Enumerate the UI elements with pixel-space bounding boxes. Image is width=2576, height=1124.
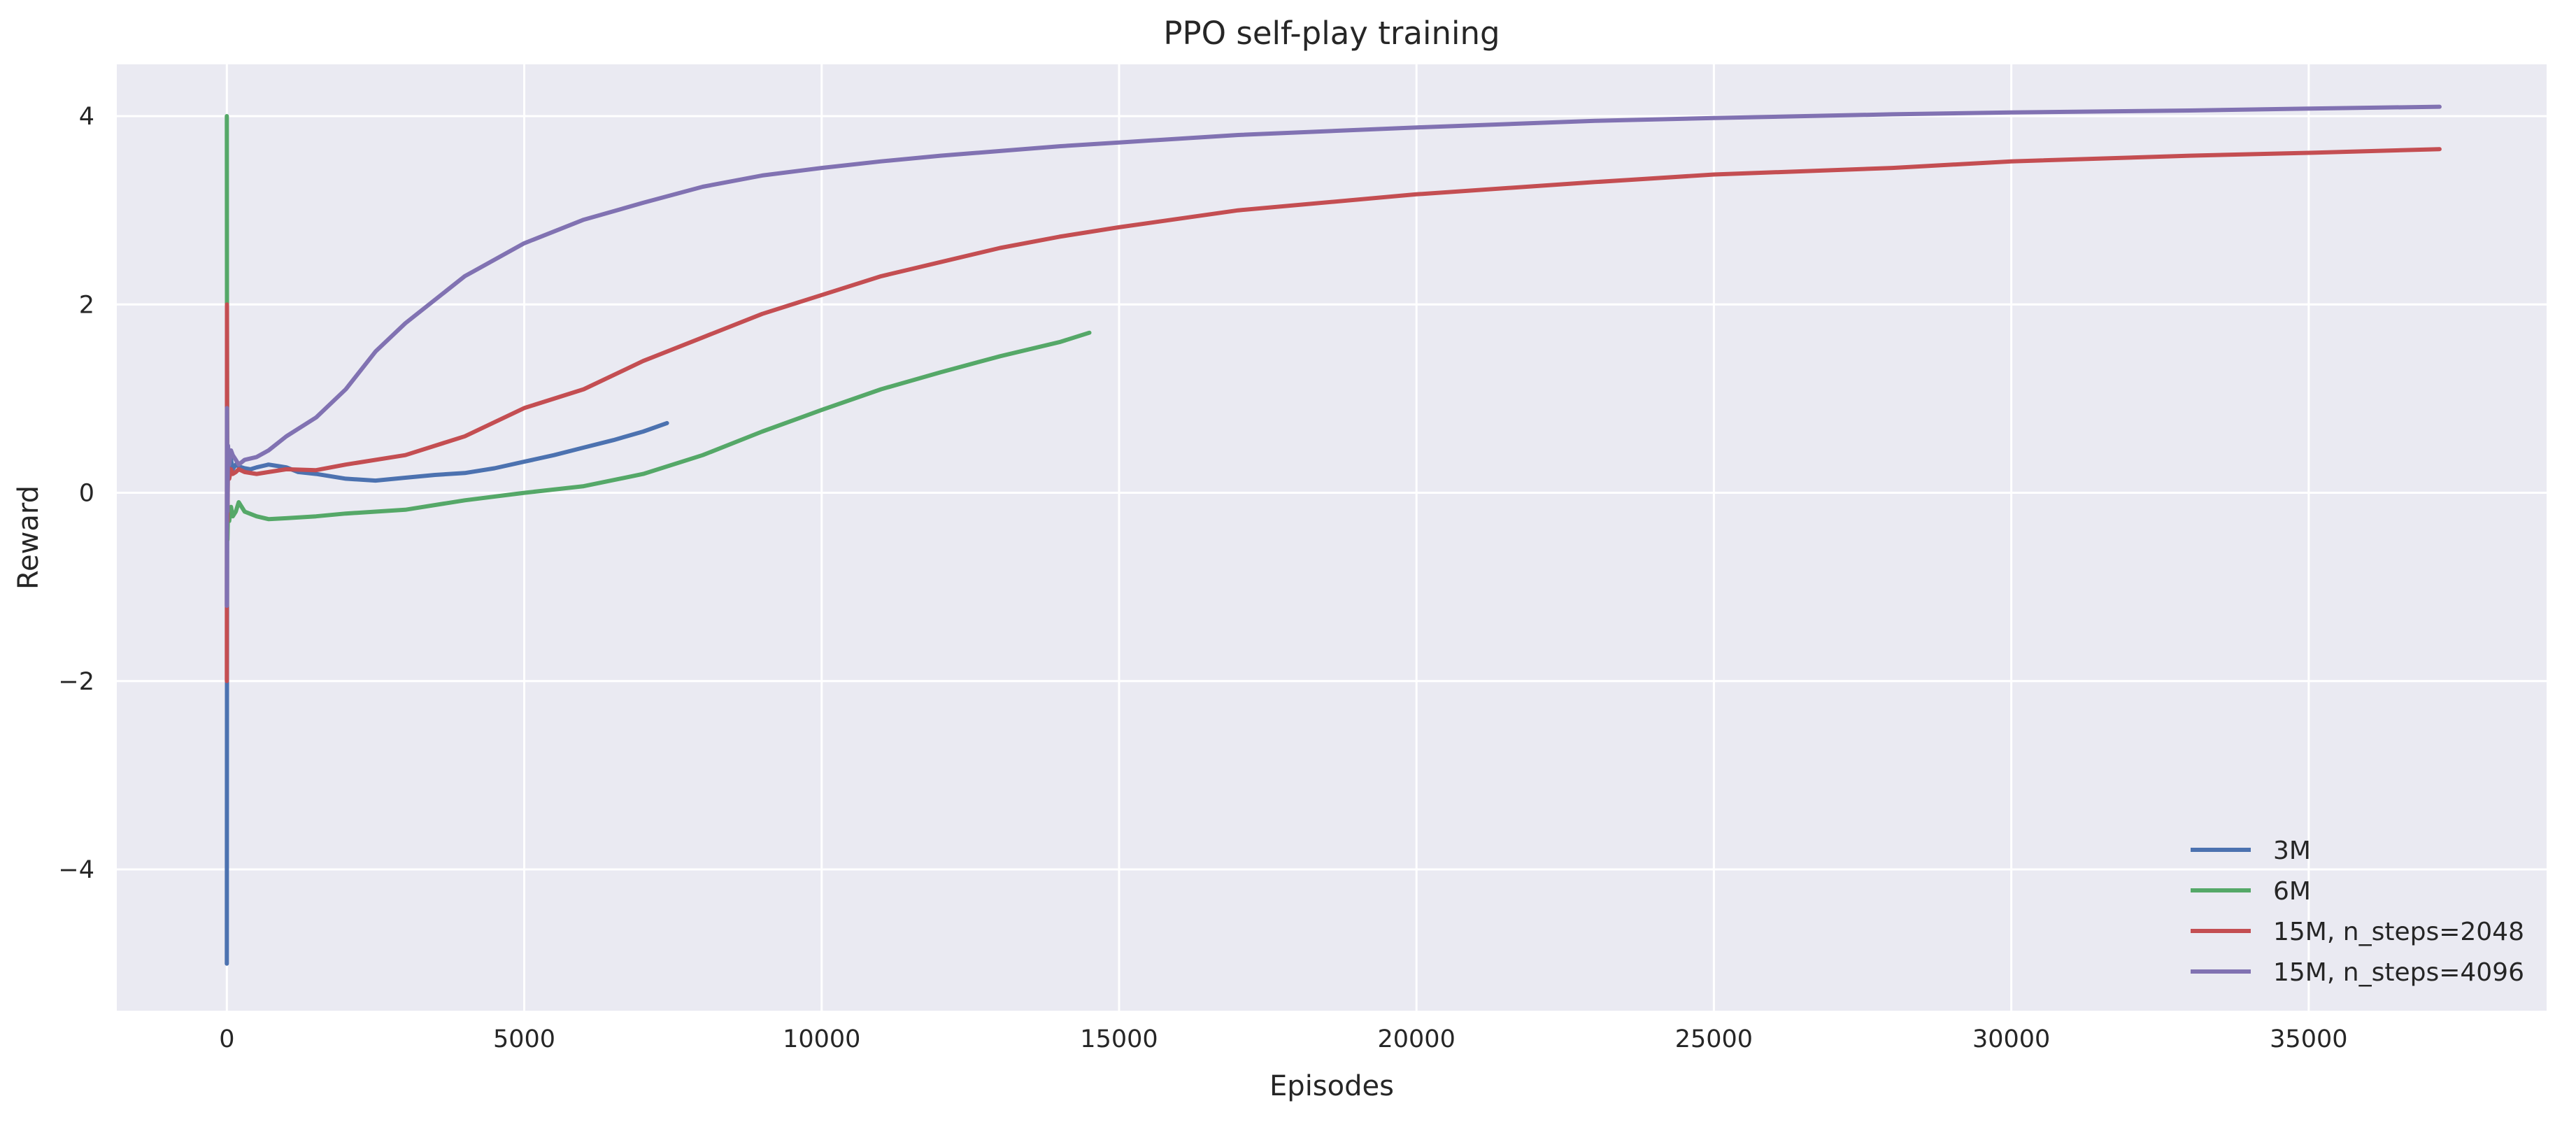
x-tick-label: 0	[219, 1025, 234, 1053]
x-tick-label: 10000	[783, 1025, 860, 1053]
y-tick-label: 4	[79, 103, 94, 131]
x-tick-label: 35000	[2270, 1025, 2347, 1053]
y-axis-ticks: −4 −2 0 2 4	[58, 103, 94, 884]
y-axis-label: Reward	[13, 485, 45, 590]
series-line-4	[225, 104, 2442, 609]
y-tick-label: 2	[79, 291, 94, 319]
x-tick-label: 30000	[1972, 1025, 2050, 1053]
x-axis-label: Episodes	[1269, 1070, 1394, 1102]
y-tick-label: 0	[79, 480, 94, 508]
legend-label: 6M	[2273, 877, 2311, 906]
legend-label: 15M, n_steps=4096	[2273, 958, 2524, 987]
series-lines	[225, 104, 2442, 966]
chart-title: PPO self-play training	[1163, 15, 1500, 52]
legend-label: 15M, n_steps=2048	[2273, 918, 2524, 946]
y-tick-label: −4	[58, 856, 94, 884]
x-tick-label: 15000	[1080, 1025, 1158, 1053]
y-tick-label: −2	[58, 668, 94, 696]
plot-background	[117, 64, 2547, 1011]
x-tick-label: 25000	[1675, 1025, 1753, 1053]
x-tick-label: 20000	[1378, 1025, 1456, 1053]
series-line-3	[225, 147, 2442, 683]
legend-label: 3M	[2273, 837, 2311, 865]
legend: 3M 6M 15M, n_steps=2048 15M, n_steps=4096	[2191, 837, 2524, 987]
x-axis-ticks: 0 5000 10000 15000 20000 25000 30000 35000	[219, 1025, 2347, 1053]
x-tick-label: 5000	[493, 1025, 555, 1053]
